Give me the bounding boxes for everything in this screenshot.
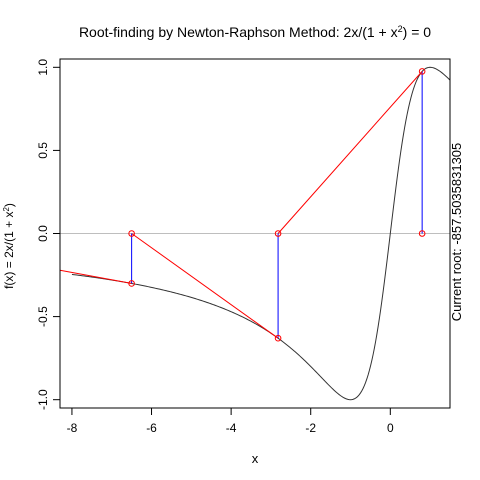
y-axis: -1.0 -0.5 0.0 0.5 1.0 <box>36 59 60 410</box>
y-tick-label: 1.0 <box>36 59 50 76</box>
x-axis-label: x <box>252 451 259 466</box>
x-tick-label: -8 <box>67 421 78 435</box>
x-tick-label: -6 <box>146 421 157 435</box>
title-formula-end: ) = 0 <box>403 24 432 40</box>
iterate-point-curve <box>418 68 426 75</box>
iterate-point-curve <box>274 334 282 342</box>
tangent-line <box>59 269 132 284</box>
iterate-point-axis <box>128 230 135 237</box>
x-axis: -8 -6 -4 -2 0 <box>67 408 394 435</box>
y-axis-label: f(x) = 2x/(1 + x2) <box>2 203 17 289</box>
y-axis-label-text: f(x) = 2x <box>2 245 16 289</box>
iterate-point-curve <box>128 280 135 287</box>
x-tick-label: 0 <box>387 421 394 435</box>
title-formula: 2x/(1 + x <box>344 24 398 40</box>
current-root-label: Current root: -857.5035831305 <box>449 143 464 322</box>
y-tick-label: -1.0 <box>36 389 50 410</box>
y-axis-label-formula: /(1 + x <box>2 212 16 246</box>
iterate-point-axis <box>274 230 282 237</box>
function-curve <box>71 66 451 401</box>
tangent-line <box>131 233 279 339</box>
y-tick-label: -0.5 <box>36 306 50 327</box>
chart-title-text: Root-finding by Newton-Raphson Method: <box>79 24 344 40</box>
title-exponent: 2 <box>398 24 403 34</box>
x-tick-label: -4 <box>226 421 237 435</box>
iteration-layer <box>59 68 426 342</box>
tangent-line <box>277 71 423 234</box>
y-tick-label: 0.5 <box>36 142 50 159</box>
iterate-point-axis <box>418 230 426 237</box>
chart-title: Root-finding by Newton-Raphson Method: 2… <box>79 24 431 40</box>
y-axis-label-end: ) <box>2 203 16 207</box>
y-axis-label-exponent: 2 <box>2 207 11 212</box>
x-tick-label: -2 <box>305 421 316 435</box>
y-tick-label: 0.0 <box>36 225 50 242</box>
curve-layer <box>71 66 451 401</box>
